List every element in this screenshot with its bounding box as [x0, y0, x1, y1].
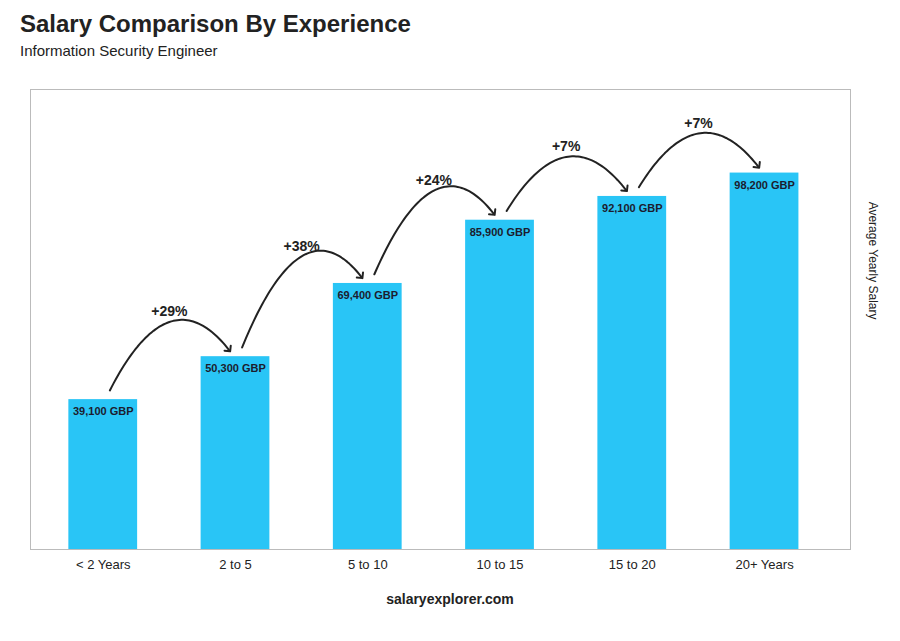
svg-text:98,200 GBP: 98,200 GBP — [734, 179, 795, 191]
svg-text:+29%: +29% — [151, 303, 188, 319]
svg-text:10 to 15: 10 to 15 — [477, 557, 524, 572]
svg-text:50,300 GBP: 50,300 GBP — [205, 362, 266, 374]
svg-text:39,100 GBP: 39,100 GBP — [73, 405, 134, 417]
svg-text:69,400 GBP: 69,400 GBP — [337, 289, 398, 301]
svg-text:Average Yearly Salary: Average Yearly Salary — [866, 202, 880, 320]
svg-text:92,100 GBP: 92,100 GBP — [602, 202, 663, 214]
svg-text:+38%: +38% — [284, 238, 321, 254]
html-text:Information Security Engineer: Information Security Engineer — [20, 42, 218, 59]
svg-text:< 2 Years: < 2 Years — [76, 557, 131, 572]
svg-text:+24%: +24% — [416, 172, 453, 188]
svg-text:20+ Years: 20+ Years — [735, 557, 794, 572]
svg-text:15 to 20: 15 to 20 — [609, 557, 656, 572]
svg-text:85,900 GBP: 85,900 GBP — [470, 226, 531, 238]
html-text:Salary Comparison By Experienc: Salary Comparison By Experience — [20, 10, 411, 37]
svg-text:5 to 10: 5 to 10 — [348, 557, 388, 572]
svg-text:+7%: +7% — [684, 115, 713, 131]
html-text:salaryexplorer.com: salaryexplorer.com — [386, 591, 514, 607]
svg-text:+7%: +7% — [552, 138, 581, 154]
svg-text:2 to 5: 2 to 5 — [219, 557, 252, 572]
